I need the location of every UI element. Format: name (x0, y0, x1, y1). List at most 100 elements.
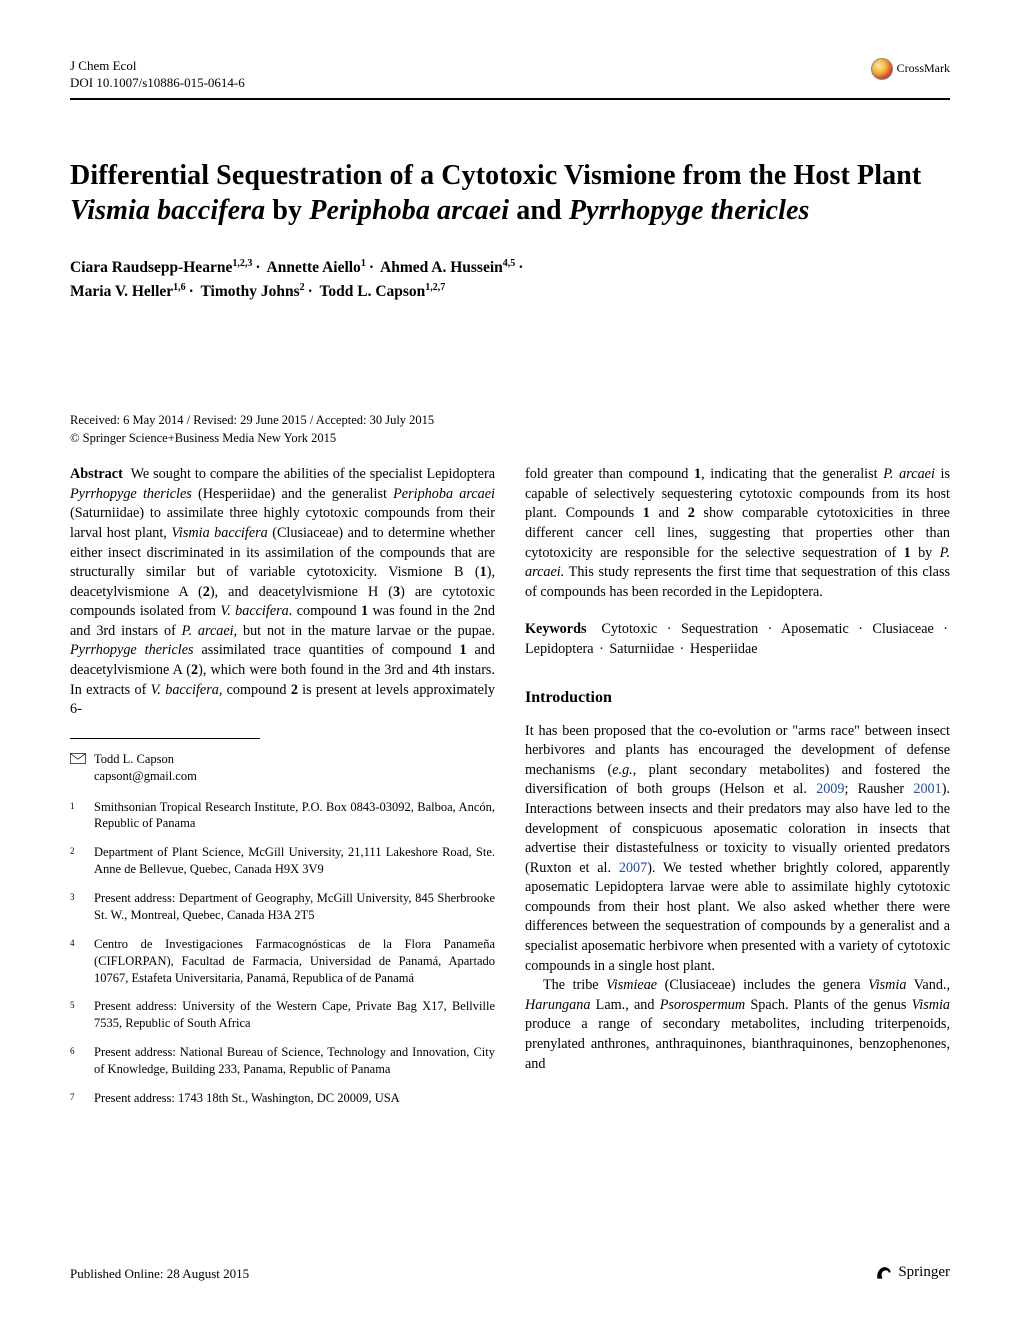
crossmark-label: CrossMark (897, 61, 950, 77)
author-name: Timothy Johns (200, 283, 299, 300)
author-list: Ciara Raudsepp-Hearne1,2,3· Annette Aiel… (70, 256, 950, 304)
abstract-continuation: fold greater than compound 1, indicating… (525, 465, 950, 602)
affil-text: Present address: University of the Weste… (94, 998, 495, 1032)
author: Timothy Johns2 (200, 283, 304, 300)
author-sep: · (186, 283, 197, 300)
author: Ciara Raudsepp-Hearne1,2,3 (70, 259, 252, 276)
citation-link[interactable]: 2001 (913, 781, 941, 797)
affil-number: 1 (70, 799, 80, 833)
author: Todd L. Capson1,2,7 (319, 283, 445, 300)
author: Ahmed A. Hussein4,5 (380, 259, 515, 276)
intro-text: produce a range of secondary metabolites… (525, 1016, 950, 1071)
author-name: Ahmed A. Hussein (380, 259, 503, 276)
introduction-heading: Introduction (525, 687, 950, 709)
page-header: J Chem Ecol DOI 10.1007/s10886-015-0614-… (70, 58, 950, 92)
journal-name: J Chem Ecol (70, 58, 245, 75)
corr-name: Todd L. Capson (94, 751, 197, 768)
title-text: and (509, 195, 569, 226)
title-text: Differential Sequestration of a Cytotoxi… (70, 160, 921, 191)
publisher-name: Springer (898, 1264, 950, 1281)
intro-text: Vismia (912, 997, 950, 1013)
introduction-body: It has been proposed that the co-evoluti… (525, 722, 950, 1075)
affil-text: Centro de Investigaciones Farmacognóstic… (94, 936, 495, 987)
affil-number: 7 (70, 1090, 80, 1107)
crossmark-badge[interactable]: CrossMark (871, 58, 950, 80)
affiliation: 7 Present address: 1743 18th St., Washing… (70, 1090, 495, 1107)
keywords: Keywords Cytotoxic · Sequestration · Apo… (525, 620, 950, 659)
published-online: Published Online: 28 August 2015 (70, 1266, 249, 1282)
correspondence-text: Todd L. Capson capsont@gmail.com (94, 751, 197, 785)
affil-text: Department of Plant Science, McGill Univ… (94, 844, 495, 878)
affil-text: Present address: Department of Geography… (94, 890, 495, 924)
citation-link[interactable]: 2007 (619, 860, 647, 876)
publisher-badge: Springer (874, 1262, 950, 1282)
crossmark-icon (871, 58, 893, 80)
intro-text: The tribe (543, 977, 606, 993)
copyright-line: © Springer Science+Business Media New Yo… (70, 430, 950, 448)
left-column: Abstract We sought to compare the abilit… (70, 465, 495, 1119)
affiliation: 3 Present address: Department of Geograph… (70, 890, 495, 924)
author-sep: · (515, 259, 526, 276)
affiliation: 5 Present address: University of the West… (70, 998, 495, 1032)
envelope-icon (70, 751, 86, 785)
author-aff: 1,2,7 (425, 282, 445, 293)
received-line: Received: 6 May 2014 / Revised: 29 June … (70, 412, 950, 430)
doi-line: DOI 10.1007/s10886-015-0614-6 (70, 75, 245, 92)
intro-text: Psorospermum (660, 997, 745, 1013)
author: Annette Aiello1 (267, 259, 366, 276)
affil-number: 3 (70, 890, 80, 924)
author-aff: 1,6 (173, 282, 186, 293)
abstract-heading: Abstract (70, 466, 123, 482)
title-species: Pyrrhopyge thericles (569, 195, 810, 226)
intro-text: Spach. Plants of the genus (745, 997, 912, 1013)
affiliation-list: 1 Smithsonian Tropical Research Institute… (70, 799, 495, 1107)
affil-number: 5 (70, 998, 80, 1032)
abstract-paragraph: Abstract We sought to compare the abilit… (70, 465, 495, 720)
affil-text: Present address: 1743 18th St., Washingt… (94, 1090, 495, 1107)
affil-number: 4 (70, 936, 80, 987)
intro-text: (Clusiaceae) includes the genera (657, 977, 868, 993)
affiliation: 2Department of Plant Science, McGill Uni… (70, 844, 495, 878)
title-species: Vismia baccifera (70, 195, 265, 226)
author-aff: 4,5 (503, 258, 516, 269)
footnote-divider (70, 738, 260, 739)
intro-text: ; Rausher (844, 781, 913, 797)
author-name: Annette Aiello (267, 259, 361, 276)
corr-email: capsont@gmail.com (94, 768, 197, 785)
page-footer: Published Online: 28 August 2015 Springe… (70, 1262, 950, 1282)
article-dates: Received: 6 May 2014 / Revised: 29 June … (70, 412, 950, 447)
intro-text: Harungana (525, 997, 590, 1013)
keywords-list: Cytotoxic · Sequestration · Aposematic ·… (525, 621, 950, 657)
intro-text: e.g. (612, 762, 633, 778)
intro-text: Vismieae (606, 977, 657, 993)
author-aff: 1,2,3 (232, 258, 252, 269)
author-name: Todd L. Capson (319, 283, 425, 300)
correspondence: Todd L. Capson capsont@gmail.com (70, 751, 495, 785)
intro-text: Vand., (906, 977, 950, 993)
author-aff: 2 (300, 282, 305, 293)
right-column: fold greater than compound 1, indicating… (525, 465, 950, 1119)
article-title: Differential Sequestration of a Cytotoxi… (70, 158, 950, 228)
author-sep: · (366, 259, 377, 276)
affiliation: 1 Smithsonian Tropical Research Institute… (70, 799, 495, 833)
author-name: Ciara Raudsepp-Hearne (70, 259, 232, 276)
springer-icon (874, 1262, 894, 1282)
intro-text: ). We tested whether brightly colored, a… (525, 860, 950, 974)
author-sep: · (305, 283, 316, 300)
intro-paragraph: The tribe Vismieae (Clusiaceae) includes… (525, 976, 950, 1074)
affil-text: Present address: National Bureau of Scie… (94, 1044, 495, 1078)
body-columns: Abstract We sought to compare the abilit… (70, 465, 950, 1119)
keywords-heading: Keywords (525, 621, 586, 637)
title-text: by (265, 195, 309, 226)
author-sep: · (252, 259, 263, 276)
intro-paragraph: It has been proposed that the co-evoluti… (525, 722, 950, 977)
citation-link[interactable]: 2009 (816, 781, 844, 797)
author: Maria V. Heller1,6 (70, 283, 186, 300)
affil-number: 6 (70, 1044, 80, 1078)
affil-text: Smithsonian Tropical Research Institute,… (94, 799, 495, 833)
journal-info: J Chem Ecol DOI 10.1007/s10886-015-0614-… (70, 58, 245, 92)
affiliation: 4 Centro de Investigaciones Farmacognósti… (70, 936, 495, 987)
header-rule (70, 98, 950, 100)
intro-text: Vismia (868, 977, 906, 993)
author-name: Maria V. Heller (70, 283, 173, 300)
